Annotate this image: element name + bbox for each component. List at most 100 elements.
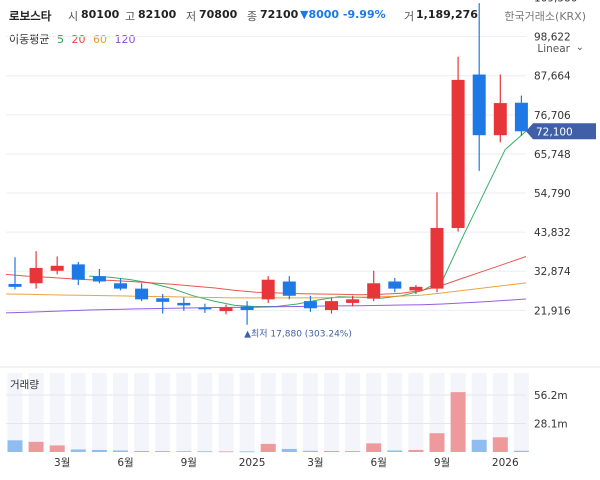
candle-body [29, 267, 43, 284]
volume-column-bg [49, 373, 65, 452]
stock-name: 로보스타 [9, 9, 52, 23]
price-tick-label: 98,622 [534, 32, 571, 44]
open-label: 시 [68, 10, 79, 23]
close-label: 종 [247, 10, 258, 23]
open-value: 80100 [81, 8, 120, 21]
volume-column-bg [302, 373, 318, 452]
candle-body [451, 79, 465, 228]
last-price-value: 72,100 [536, 126, 573, 138]
candle-body [388, 281, 402, 289]
price-tick-label: 76,706 [534, 110, 571, 122]
volume-column-bg [134, 373, 150, 452]
volume-bar [324, 450, 339, 452]
volume-title: 거래량 [10, 379, 39, 391]
volume-bar [471, 439, 487, 452]
candle-body [50, 265, 64, 271]
price-tick-label: 43,832 [534, 227, 571, 239]
candle-body [92, 276, 106, 282]
min-price-label: ▲최저 17,880 (303.24%) [244, 329, 352, 340]
volume-bar [155, 451, 171, 452]
volume-tick-label: 28.1m [534, 418, 568, 430]
close-value: 72100 [260, 8, 299, 21]
volume-bar [387, 450, 403, 452]
exchange-name: 한국거래소(KRX) [504, 10, 586, 23]
candle-body [177, 302, 191, 306]
candle-body [493, 103, 507, 136]
volume-bar [239, 451, 255, 453]
candle-body [71, 264, 85, 280]
ma-legend-5: 5 [56, 33, 64, 46]
candle-body [135, 288, 149, 300]
volume-bar [70, 449, 86, 452]
price-tick-label: 65,748 [534, 149, 571, 161]
volume-label: 거 [404, 10, 415, 23]
x-axis-label: 6월 [117, 457, 133, 469]
volume-column-bg [366, 373, 382, 452]
volume-bar [408, 449, 424, 452]
candle-body [282, 281, 296, 296]
volume-bar [260, 443, 276, 452]
candle-body [472, 74, 486, 136]
x-axis-label: 9월 [434, 457, 450, 469]
candle-body [346, 299, 360, 303]
volume-bar [7, 440, 23, 452]
high-value: 82100 [138, 8, 177, 21]
max-price-label: 최고 108,000 (-33.24%) ▾ [366, 0, 478, 2]
volume-column-bg [387, 373, 403, 452]
volume-bar [28, 441, 44, 452]
candle-body [514, 102, 528, 132]
x-axis-label: 3월 [54, 457, 70, 469]
volume-column-bg [471, 373, 487, 452]
volume-bar [197, 451, 213, 453]
volume-column-bg [28, 373, 44, 452]
volume-column-bg [91, 373, 107, 452]
volume-bar [366, 443, 382, 452]
volume-bar [281, 448, 297, 452]
volume-bar [345, 451, 361, 452]
volume-column-bg [176, 373, 192, 452]
candle-body [156, 298, 170, 302]
volume-column-bg [155, 373, 171, 452]
volume-column-bg [239, 373, 255, 452]
volume-bar [302, 450, 318, 452]
price-tick-label: 87,664 [534, 71, 571, 83]
candle-body [261, 279, 275, 300]
x-axis-label: 2026 [492, 457, 519, 469]
price-tick-label: 21,916 [534, 305, 571, 317]
volume-bar [134, 450, 150, 452]
change-value: ▼8000 -9.99% [300, 8, 386, 21]
x-axis-label: 2025 [239, 457, 266, 469]
x-axis-label: 9월 [181, 457, 197, 469]
scale-type-selector[interactable]: Linear [537, 43, 570, 55]
volume-column-bg [113, 373, 128, 452]
price-tick-label: 54,790 [534, 188, 571, 200]
candle-body [198, 307, 212, 310]
x-axis-label: 3월 [307, 457, 323, 469]
volume-column-bg [281, 373, 297, 452]
candle-body [430, 227, 444, 289]
volume-column-bg [492, 373, 508, 452]
candle-body [303, 301, 317, 309]
candle-body [325, 301, 338, 311]
volume-bar [429, 433, 445, 452]
candle-body [8, 283, 22, 287]
low-value: 70800 [199, 8, 238, 21]
candle-body [240, 306, 254, 311]
volume-column-bg [197, 373, 213, 452]
volume-bar [176, 451, 192, 452]
volume-column-bg [7, 373, 23, 452]
volume-column-bg [345, 373, 361, 452]
candle-body [367, 283, 381, 299]
candle-body [114, 283, 127, 289]
chevron-down-icon[interactable]: ⌄ [575, 42, 584, 53]
volume-column-bg [429, 373, 445, 452]
volume-bar [450, 392, 466, 452]
volume-column-bg [408, 373, 424, 452]
high-label: 고 [125, 10, 136, 23]
volume-bar [91, 449, 107, 452]
volume-column-bg [324, 373, 339, 452]
price-tick-label: 32,874 [534, 266, 571, 278]
volume-bar [113, 450, 128, 452]
volume-column-bg [513, 373, 529, 452]
